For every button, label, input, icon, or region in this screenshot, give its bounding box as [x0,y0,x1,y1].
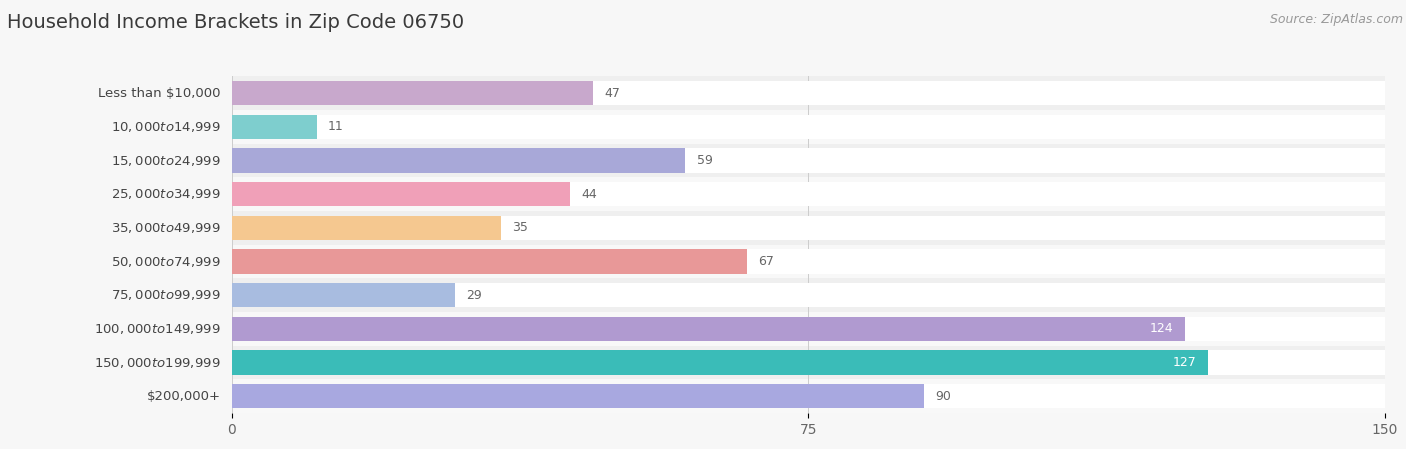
Bar [232,177,1385,211]
Bar [232,115,316,139]
Text: 67: 67 [758,255,775,268]
Text: $75,000 to $99,999: $75,000 to $99,999 [111,288,221,302]
Bar [232,148,686,172]
Bar [232,346,1385,379]
Text: 35: 35 [513,221,529,234]
Bar [232,283,1385,307]
Bar [232,115,1385,139]
Bar [232,350,1208,374]
Text: $35,000 to $49,999: $35,000 to $49,999 [111,221,221,235]
Bar [232,81,1385,106]
Text: 90: 90 [935,390,950,403]
Text: 59: 59 [697,154,713,167]
Bar [232,144,1385,177]
Bar [232,350,1385,374]
Text: $200,000+: $200,000+ [146,390,221,403]
Text: $25,000 to $34,999: $25,000 to $34,999 [111,187,221,201]
Text: 127: 127 [1173,356,1197,369]
Text: $150,000 to $199,999: $150,000 to $199,999 [94,356,221,370]
Text: Household Income Brackets in Zip Code 06750: Household Income Brackets in Zip Code 06… [7,13,464,32]
Text: 124: 124 [1150,322,1174,335]
Text: $15,000 to $24,999: $15,000 to $24,999 [111,154,221,167]
Bar [232,250,747,274]
Bar [232,182,571,207]
Text: 47: 47 [605,87,620,100]
Bar [232,216,1385,240]
Text: $100,000 to $149,999: $100,000 to $149,999 [94,322,221,336]
Bar [232,317,1385,341]
Text: $10,000 to $14,999: $10,000 to $14,999 [111,120,221,134]
Text: $50,000 to $74,999: $50,000 to $74,999 [111,255,221,269]
Bar [232,312,1385,346]
Text: Source: ZipAtlas.com: Source: ZipAtlas.com [1270,13,1403,26]
Bar [232,76,1385,110]
Bar [232,216,501,240]
Bar [232,182,1385,207]
Bar [232,283,456,307]
Bar [232,317,1185,341]
Bar [232,379,1385,413]
Bar [232,245,1385,278]
Bar [232,384,1385,409]
Text: 29: 29 [467,289,482,302]
Bar [232,278,1385,312]
Bar [232,110,1385,144]
Bar [232,148,1385,172]
Bar [232,211,1385,245]
Text: Less than $10,000: Less than $10,000 [98,87,221,100]
Bar [232,81,593,106]
Text: 44: 44 [582,188,598,201]
Text: 11: 11 [328,120,344,133]
Bar [232,384,924,409]
Bar [232,250,1385,274]
